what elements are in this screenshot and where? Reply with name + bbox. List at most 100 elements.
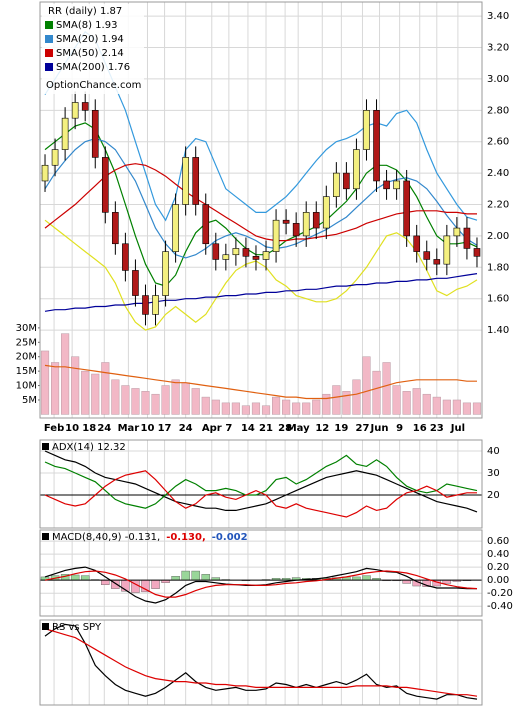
volume-bar — [191, 388, 200, 415]
candle-body — [41, 164, 49, 182]
candle-body — [292, 223, 300, 237]
volume-tick-label: 20M — [16, 352, 37, 363]
candle-body — [142, 295, 149, 315]
candle-body — [192, 157, 200, 205]
volume-bar — [472, 402, 482, 415]
candle-body — [312, 212, 320, 229]
indicator-line — [44, 628, 478, 697]
volume-bar — [362, 356, 371, 415]
volume-tick-label: 15M — [16, 366, 37, 377]
histogram-bar — [201, 574, 210, 581]
volume-bar — [221, 402, 230, 415]
volume-bar — [442, 399, 451, 415]
volume-tick-label: 30M — [16, 323, 37, 334]
candle-body — [132, 270, 139, 296]
indicator-line — [44, 623, 478, 700]
volume-bar — [241, 405, 250, 415]
candle-body — [212, 243, 220, 260]
histogram-bar — [80, 575, 90, 581]
candle-body — [403, 180, 410, 237]
legend-swatch — [42, 533, 49, 540]
y-tick-label: 40 — [487, 446, 500, 457]
x-tick-label: Feb — [44, 423, 64, 434]
candle-body — [91, 110, 99, 158]
volume-average — [44, 364, 477, 400]
x-tick-label: 16 — [413, 423, 427, 434]
x-tick-label: 18 — [82, 423, 96, 434]
volume-bar — [101, 362, 110, 415]
volume-bar — [121, 385, 130, 415]
y-tick-label: 2.00 — [487, 231, 509, 242]
candle-body — [242, 248, 250, 257]
panel-title: MACD(8,40,9) -0.131, -0.130, -0.002 — [52, 532, 248, 543]
x-tick-label: 24 — [97, 423, 111, 434]
x-tick-label: 7 — [225, 423, 232, 434]
volume-bar — [261, 405, 271, 415]
legend-swatch — [45, 35, 53, 43]
volume-bar — [412, 388, 421, 415]
volume-bar — [402, 391, 411, 415]
volume-bar — [382, 362, 391, 415]
volume-bar — [392, 385, 401, 415]
legend-box — [42, 4, 144, 94]
x-tick-label: 23 — [430, 423, 444, 434]
volume-bar — [131, 388, 140, 415]
y-tick-label: 0.60 — [487, 536, 509, 547]
title-part: -0.002 — [212, 532, 248, 543]
candle-body — [443, 235, 451, 265]
volume-bar — [462, 402, 471, 415]
y-tick-label: 1.80 — [487, 262, 509, 273]
volume-bar — [422, 393, 431, 415]
chart-title: RR (daily) 1.87 — [48, 6, 122, 17]
candle-body — [423, 251, 431, 260]
candle-body — [262, 251, 270, 260]
candle-body — [112, 212, 119, 245]
legend-label: SMA(50) 2.14 — [56, 48, 124, 59]
y-tick-label: -0.20 — [487, 588, 513, 599]
candle-body — [101, 157, 109, 213]
legend-label: SMA(200) 1.76 — [56, 62, 130, 73]
y-tick-label: 1.40 — [487, 325, 509, 336]
volume-bar — [342, 391, 351, 415]
volume-bar — [151, 393, 160, 415]
x-tick-label: Mar — [118, 423, 140, 434]
x-tick-label: 10 — [65, 423, 79, 434]
x-tick-label: 9 — [396, 423, 403, 434]
title-part: MACD(8,40,9) -0.131, — [52, 532, 160, 543]
histogram-bar — [101, 579, 110, 585]
candle-body — [122, 243, 129, 271]
volume-tick-label: 25M — [16, 337, 37, 348]
histogram-bar — [191, 570, 200, 581]
volume-bar — [302, 402, 311, 415]
candle-body — [51, 149, 59, 166]
legend-swatch — [45, 21, 53, 29]
legend-swatch — [42, 623, 49, 630]
y-tick-label: -0.40 — [487, 601, 513, 612]
histogram-bar — [70, 574, 80, 581]
volume-bar — [141, 391, 150, 415]
volume-bar — [251, 402, 261, 415]
candle-body — [81, 102, 89, 111]
volume-bar — [372, 370, 381, 415]
candle-body — [373, 110, 380, 182]
panel-background — [40, 620, 482, 705]
y-tick-label: 2.20 — [487, 200, 509, 211]
volume-tick-label: 5M — [22, 395, 37, 406]
candle-body — [232, 248, 240, 256]
volume-bar — [201, 396, 210, 415]
volume-bar — [161, 385, 170, 415]
sma-line — [44, 137, 478, 259]
histogram-bar — [151, 579, 160, 589]
x-tick-label: 28 — [278, 423, 292, 434]
legend-swatch — [42, 443, 49, 450]
volume-bar — [51, 362, 60, 415]
candle-body — [413, 235, 421, 252]
y-tick-label: 1.60 — [487, 294, 509, 305]
panel-background — [40, 440, 482, 528]
y-tick-label: 30 — [487, 468, 500, 479]
panel-frame — [39, 529, 483, 617]
band-line — [44, 219, 478, 331]
x-tick-label: May — [287, 423, 310, 434]
candle-body — [433, 259, 441, 265]
